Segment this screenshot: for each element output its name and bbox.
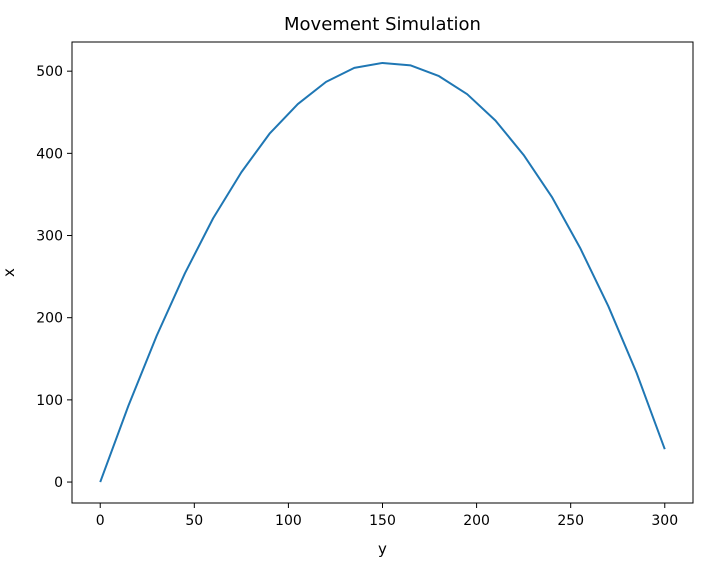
data-point bbox=[212, 217, 214, 219]
y-tick-label: 0 bbox=[54, 475, 63, 491]
data-point bbox=[466, 93, 468, 95]
x-axis-label: y bbox=[378, 540, 387, 558]
x-tick-label: 300 bbox=[651, 513, 678, 529]
x-tick-label: 250 bbox=[557, 513, 584, 529]
plot-frame bbox=[71, 41, 694, 504]
x-tick-label: 0 bbox=[96, 513, 105, 529]
y-tick-label: 100 bbox=[36, 393, 63, 409]
x-tick-label: 50 bbox=[185, 513, 203, 529]
data-point bbox=[325, 81, 327, 83]
data-point bbox=[156, 335, 158, 337]
x-tick-label: 150 bbox=[369, 513, 396, 529]
data-point bbox=[127, 405, 129, 407]
data-point bbox=[410, 64, 412, 66]
x-tick-label: 200 bbox=[463, 513, 490, 529]
series-layer bbox=[99, 61, 666, 483]
data-point bbox=[494, 119, 496, 121]
data-point bbox=[184, 272, 186, 274]
data-point bbox=[269, 133, 271, 135]
x-tick-label: 100 bbox=[275, 513, 302, 529]
x-axis: 0 50 100 150 200 250 300 bbox=[96, 503, 678, 529]
data-point bbox=[382, 62, 384, 64]
plot-area bbox=[71, 41, 694, 504]
y-axis-label: x bbox=[0, 268, 18, 277]
data-point bbox=[636, 372, 638, 374]
data-point bbox=[99, 481, 101, 483]
chart-title: Movement Simulation bbox=[284, 14, 481, 35]
y-tick-label: 500 bbox=[36, 64, 63, 80]
data-point bbox=[551, 196, 553, 198]
data-point bbox=[523, 154, 525, 156]
data-point bbox=[664, 448, 666, 450]
y-tick-label: 300 bbox=[36, 229, 63, 245]
series-line bbox=[99, 61, 666, 483]
y-axis: 0 100 200 300 400 500 bbox=[36, 64, 72, 491]
data-point bbox=[297, 103, 299, 105]
y-tick-label: 400 bbox=[36, 146, 63, 162]
data-point bbox=[240, 171, 242, 173]
data-point bbox=[353, 67, 355, 69]
y-tick-label: 200 bbox=[36, 311, 63, 327]
data-point bbox=[579, 247, 581, 249]
data-point bbox=[607, 305, 609, 307]
data-point bbox=[438, 75, 440, 77]
